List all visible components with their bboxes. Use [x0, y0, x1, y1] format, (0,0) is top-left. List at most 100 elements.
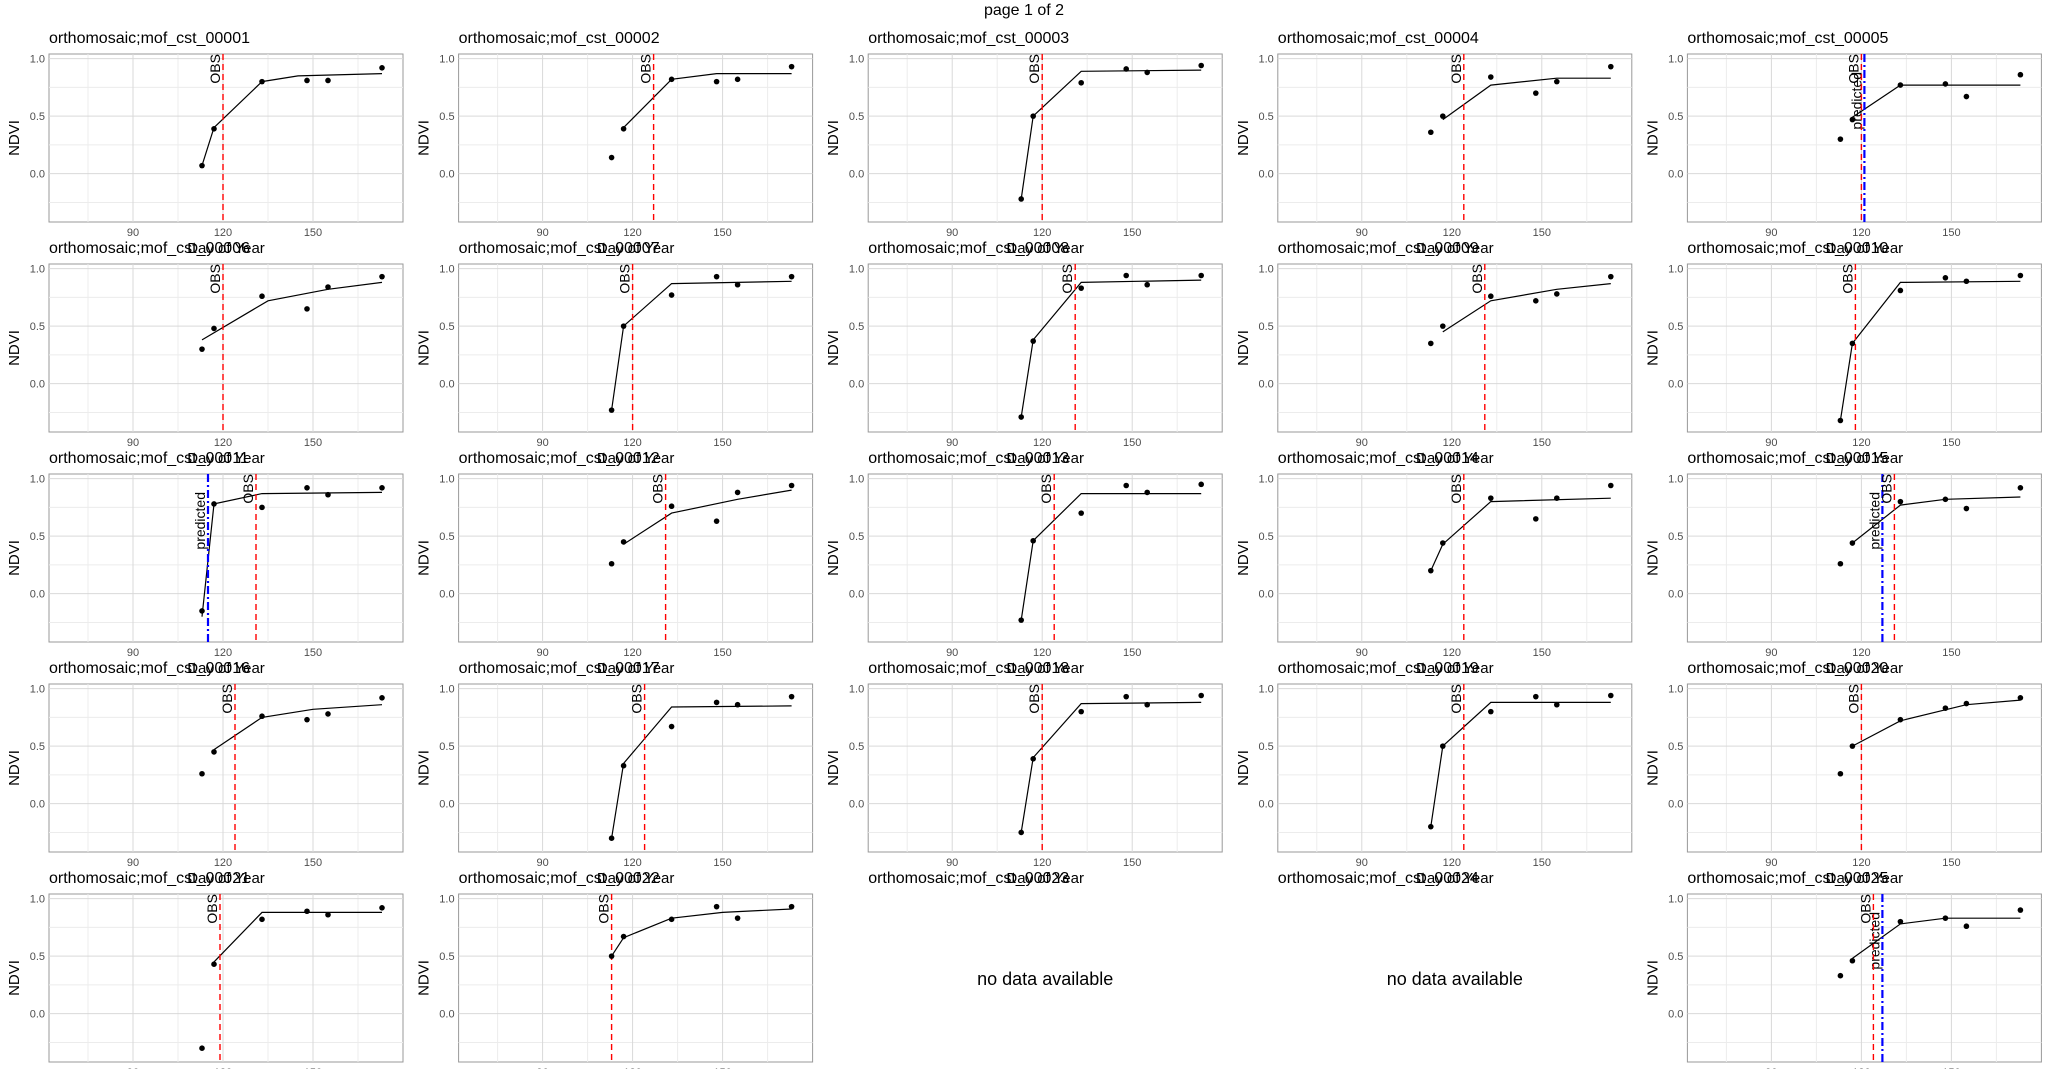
x-axis-label: Day of Year — [1826, 450, 1904, 467]
y-tick-label: 0.0 — [1259, 169, 1274, 181]
x-tick-label: 90 — [1765, 857, 1777, 869]
y-tick-label: 1.0 — [1259, 264, 1274, 276]
data-point — [668, 76, 675, 83]
plot-area — [458, 683, 814, 853]
y-axis-label: NDVI — [1644, 330, 1661, 366]
x-tick-label: 120 — [1033, 857, 1051, 869]
data-point — [734, 915, 741, 921]
no-data-message: no data available — [977, 969, 1113, 989]
x-axis-label: Day of Year — [597, 660, 675, 677]
data-point — [2017, 485, 2024, 491]
data-point — [1018, 829, 1024, 836]
y-tick-label: 0.5 — [439, 111, 454, 123]
predicted-label: predicted — [1848, 72, 1864, 130]
data-point — [1849, 743, 1856, 749]
obs-label: OBS — [1059, 264, 1075, 294]
data-point — [713, 903, 720, 910]
obs-label: OBS — [638, 54, 654, 84]
obs-label: OBS — [1845, 684, 1861, 714]
y-axis-label: NDVI — [1644, 750, 1661, 786]
data-point — [2017, 272, 2024, 279]
x-tick-label: 150 — [1942, 647, 1960, 659]
x-tick-label: 90 — [127, 857, 139, 869]
data-point — [1533, 298, 1539, 304]
data-point — [734, 489, 741, 496]
chart-panel: orthomosaic;mof_cst_00021 0.0 0.5 1.0 90 120 1… — [6, 870, 404, 1069]
plot-area — [48, 263, 404, 433]
data-point — [1942, 81, 1949, 87]
chart-panel: orthomosaic;mof_cst_00010 0.0 0.5 1.0 90 120 1… — [1644, 240, 2042, 467]
chart-panel: orthomosaic;mof_cst_00019 0.0 0.5 1.0 90 120 1… — [1235, 660, 1633, 887]
data-point — [1897, 716, 1904, 723]
chart-title: orthomosaic;mof_cst_00010 — [1687, 240, 1888, 257]
fit-line — [611, 705, 792, 839]
plot-area — [1277, 683, 1633, 853]
data-point — [1942, 705, 1949, 711]
x-tick-label: 90 — [1765, 437, 1777, 449]
y-tick-label: 0.5 — [849, 531, 864, 543]
chart-panel: orthomosaic;mof_cst_00009 0.0 0.5 1.0 90 120 1… — [1235, 240, 1633, 467]
obs-label: OBS — [1026, 684, 1042, 714]
x-axis-label: Day of Year — [1006, 450, 1084, 467]
x-tick-label: 120 — [623, 857, 641, 869]
plot-area — [458, 53, 814, 223]
data-point — [1144, 701, 1150, 708]
data-point — [1428, 340, 1434, 347]
x-tick-label: 120 — [1033, 437, 1051, 449]
chart-title: orthomosaic;mof_cst_00011 — [49, 450, 249, 467]
data-point — [1030, 338, 1036, 344]
data-point — [1897, 918, 1904, 925]
y-axis-label: NDVI — [6, 120, 23, 156]
data-point — [608, 154, 615, 161]
y-axis-label: NDVI — [416, 960, 433, 996]
data-point — [199, 346, 205, 352]
y-tick-label: 0.0 — [1668, 589, 1683, 601]
y-tick-label: 1.0 — [1668, 54, 1683, 66]
y-tick-label: 1.0 — [849, 264, 864, 276]
x-tick-label: 150 — [304, 227, 322, 239]
y-axis-label: NDVI — [1235, 330, 1252, 366]
data-point — [788, 273, 795, 280]
y-tick-label: 1.0 — [439, 684, 454, 696]
y-tick-label: 1.0 — [1668, 264, 1683, 276]
plot-area — [1686, 473, 2042, 643]
x-tick-label: 150 — [304, 647, 322, 659]
obs-label: OBS — [596, 894, 612, 924]
x-tick-label: 120 — [214, 1067, 232, 1069]
data-point — [668, 916, 675, 923]
data-point — [620, 125, 627, 132]
y-axis-label: NDVI — [416, 540, 433, 576]
y-tick-label: 0.5 — [30, 531, 45, 543]
x-tick-label: 90 — [1765, 647, 1777, 659]
predicted-label: predicted — [192, 492, 208, 550]
chart-panel: orthomosaic;mof_cst_00013 0.0 0.5 1.0 90 120 1… — [825, 450, 1223, 677]
y-tick-label: 0.0 — [849, 169, 864, 181]
data-point — [211, 749, 217, 755]
data-point — [620, 539, 627, 545]
plot-area — [48, 473, 404, 643]
x-axis-label: Day of Year — [1826, 240, 1904, 257]
data-point — [788, 63, 795, 70]
x-tick-label: 150 — [1123, 227, 1141, 239]
obs-label: OBS — [1839, 264, 1855, 294]
x-tick-label: 120 — [214, 437, 232, 449]
y-tick-label: 0.0 — [1668, 1009, 1683, 1021]
data-point — [1533, 693, 1539, 700]
x-tick-label: 90 — [536, 1067, 548, 1069]
fit-line — [213, 704, 383, 751]
chart-panel: orthomosaic;mof_cst_00017 0.0 0.5 1.0 90 120 1… — [416, 660, 814, 887]
data-point — [211, 325, 217, 332]
y-axis-label: NDVI — [825, 120, 842, 156]
y-tick-label: 1.0 — [849, 684, 864, 696]
x-tick-label: 90 — [127, 227, 139, 239]
x-axis-label: Day of Year — [597, 450, 675, 467]
y-tick-label: 0.0 — [1259, 799, 1274, 811]
y-tick-label: 0.5 — [849, 741, 864, 753]
data-point — [1963, 93, 1970, 100]
y-axis-label: NDVI — [1644, 540, 1661, 576]
x-tick-label: 150 — [1123, 647, 1141, 659]
obs-label: OBS — [1448, 684, 1464, 714]
data-point — [1942, 915, 1949, 921]
plot-area — [867, 473, 1223, 643]
